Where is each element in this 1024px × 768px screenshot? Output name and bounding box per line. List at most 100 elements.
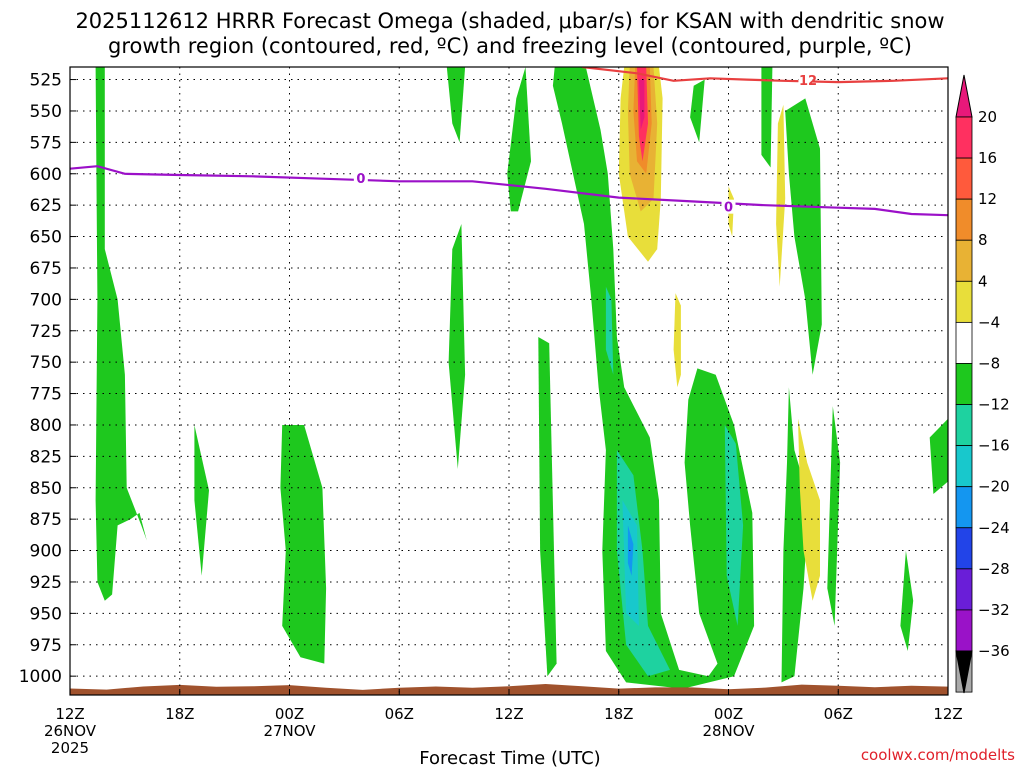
x-tick-date-6: 28NOV bbox=[702, 722, 755, 740]
colorbar-label-12: −32 bbox=[978, 601, 1010, 619]
colorbar-box-8 bbox=[955, 445, 973, 488]
colorbar-top-arrow bbox=[955, 74, 973, 118]
colorbar-label-5: −4 bbox=[978, 313, 1000, 331]
dgz-contour-label-bg-0 bbox=[798, 72, 813, 87]
colorbar-box-3 bbox=[955, 239, 973, 282]
y-tick-label-6: 675 bbox=[30, 259, 62, 279]
colorbar-label-8: −16 bbox=[978, 437, 1010, 455]
colorbar-box-7 bbox=[955, 404, 973, 447]
colorbar-label-7: −12 bbox=[978, 396, 1010, 414]
chart-title-line1: 2025112612 HRRR Forecast Omega (shaded, … bbox=[75, 9, 944, 33]
y-tick-label-4: 625 bbox=[30, 196, 62, 216]
x-tick-label-2: 00Z bbox=[275, 705, 304, 723]
dgz-contour-line bbox=[582, 67, 948, 84]
omega-region-2 bbox=[280, 425, 327, 664]
omega-region-27 bbox=[776, 104, 786, 287]
omega-region-0 bbox=[95, 67, 147, 601]
colorbar-box-1 bbox=[955, 157, 973, 200]
colorbar-label-1: 16 bbox=[978, 149, 997, 167]
colorbar-bottom-arrow bbox=[955, 650, 973, 694]
freezing-level-label-0: 0 bbox=[356, 172, 365, 187]
y-tick-label-14: 875 bbox=[30, 510, 62, 530]
y-tick-label-10: 775 bbox=[30, 385, 62, 405]
colorbar-label-10: −24 bbox=[978, 519, 1010, 537]
y-tick-label-1: 550 bbox=[30, 102, 62, 122]
omega-region-12 bbox=[827, 406, 841, 626]
grid-lines bbox=[70, 67, 948, 695]
x-tick-label-8: 12Z bbox=[933, 705, 962, 723]
y-tick-label-0: 525 bbox=[30, 71, 62, 91]
colorbar-box-4 bbox=[955, 280, 973, 323]
omega-region-3 bbox=[448, 224, 466, 469]
x-axis-label: Forecast Time (UTC) bbox=[419, 748, 600, 768]
x-tick-label-4: 12Z bbox=[494, 705, 523, 723]
y-tick-label-12: 825 bbox=[30, 447, 62, 467]
x-tick-label-1: 18Z bbox=[165, 705, 194, 723]
colorbar-label-11: −28 bbox=[978, 560, 1010, 578]
y-tick-label-2: 575 bbox=[30, 133, 62, 153]
omega-shading bbox=[70, 67, 948, 695]
x-tick-year-0: 2025 bbox=[51, 739, 89, 757]
y-tick-label-9: 750 bbox=[30, 353, 62, 373]
x-tick-label-0: 12Z bbox=[55, 705, 84, 723]
colorbar-box-6 bbox=[955, 363, 973, 405]
contour-lines: 0 0 -12 bbox=[70, 67, 948, 217]
freezing-level-label-bg-1 bbox=[721, 199, 736, 214]
omega-region-28 bbox=[798, 418, 820, 601]
freezing-level-label-1: 0 bbox=[724, 201, 733, 216]
y-tick-label-15: 900 bbox=[30, 542, 62, 562]
y-tick-label-11: 800 bbox=[30, 416, 62, 436]
omega-region-9 bbox=[761, 67, 773, 168]
x-tick-date-0: 26NOV bbox=[44, 722, 97, 740]
omega-region-17 bbox=[627, 525, 634, 576]
y-tick-label-8: 725 bbox=[30, 322, 62, 342]
chart-title-line2: growth region (contoured, red, ºC) and f… bbox=[108, 34, 912, 58]
colorbar-box-10 bbox=[955, 527, 973, 570]
x-tick-label-3: 06Z bbox=[385, 705, 414, 723]
x-tick-label-6: 00Z bbox=[714, 705, 743, 723]
colorbar-box-2 bbox=[955, 198, 973, 241]
colorbar: 20 16 12 8 4 −4 −8 −12 −16 −20 −24 −28 −32 −36 bbox=[955, 74, 1010, 694]
colorbar-label-9: −20 bbox=[978, 478, 1010, 496]
omega-region-1 bbox=[194, 425, 209, 576]
omega-region-5 bbox=[507, 67, 531, 212]
y-tick-label-17: 950 bbox=[30, 604, 62, 624]
colorbar-label-2: 12 bbox=[978, 190, 997, 208]
freezing-level-label-bg-0 bbox=[353, 170, 368, 185]
y-axis: 525 550 575 600 625 650 675 700 725 750 775 800 825 8… bbox=[19, 71, 76, 687]
y-tick-label-18: 975 bbox=[30, 636, 62, 656]
colorbar-box-0 bbox=[955, 116, 973, 159]
freezing-level-line bbox=[70, 165, 948, 217]
omega-region-15 bbox=[616, 450, 670, 677]
dgz-contour-label-0: -12 bbox=[794, 74, 818, 89]
omega-region-14 bbox=[929, 418, 948, 494]
y-tick-label-7: 700 bbox=[30, 290, 62, 310]
omega-region-24 bbox=[638, 79, 645, 130]
colorbar-box-11 bbox=[955, 568, 973, 611]
colorbar-box-12 bbox=[955, 609, 973, 652]
colorbar-label-13: −36 bbox=[978, 642, 1010, 660]
colorbar-label-0: 20 bbox=[978, 108, 997, 126]
omega-region-19 bbox=[724, 425, 744, 626]
colorbar-label-3: 8 bbox=[978, 231, 988, 249]
omega-region-8 bbox=[690, 79, 705, 143]
omega-region-11 bbox=[781, 387, 809, 683]
x-tick-label-5: 18Z bbox=[604, 705, 633, 723]
omega-region-6 bbox=[538, 337, 557, 677]
omega-region-10 bbox=[785, 98, 822, 375]
y-tick-label-5: 650 bbox=[30, 228, 62, 248]
y-tick-label-3: 600 bbox=[30, 165, 62, 185]
omega-region-25 bbox=[673, 293, 681, 388]
colorbar-label-4: 4 bbox=[978, 272, 988, 290]
x-tick-label-7: 06Z bbox=[824, 705, 853, 723]
x-tick-date-2: 27NOV bbox=[263, 722, 316, 740]
credit-text: coolwx.com/modelts bbox=[861, 746, 1015, 764]
omega-region-4 bbox=[446, 67, 466, 143]
y-tick-label-19: 1000 bbox=[19, 667, 62, 687]
y-tick-label-13: 850 bbox=[30, 479, 62, 499]
omega-region-7 bbox=[552, 67, 755, 689]
colorbar-label-6: −8 bbox=[978, 354, 1000, 372]
omega-region-13 bbox=[900, 550, 914, 651]
